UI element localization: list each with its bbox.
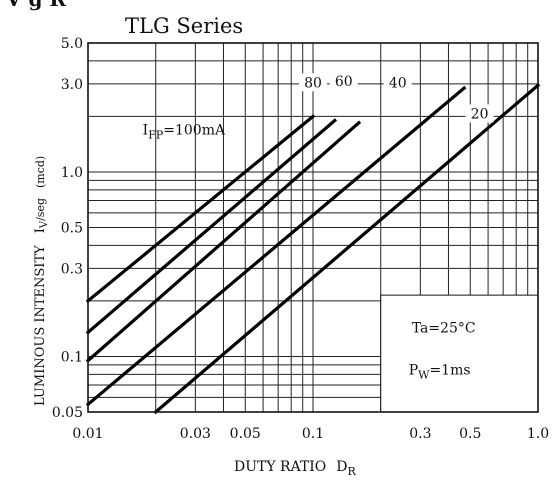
y-tick-label: 3.0 <box>61 77 83 93</box>
ifp-prefix: I <box>143 122 149 138</box>
x-axis-title: DUTY RATIO DR <box>234 459 357 478</box>
x-tick-label: 0.3 <box>409 426 431 442</box>
y-tick-label: 0.1 <box>61 349 83 365</box>
series-label-40: 40 <box>389 75 407 91</box>
y-tick-label: 5.0 <box>61 36 83 52</box>
x-tick-label: 0.1 <box>302 426 324 442</box>
axis-ticks: 0.01 0.03 0.05 0.1 0.3 0.5 1.0 0.05 0.1 0.3 0.5 1.0… <box>52 36 549 442</box>
x-axis-label: DUTY RATIO <box>234 459 326 475</box>
series-label-20: 20 <box>471 106 489 122</box>
condition-pw-subscript: W <box>418 368 430 381</box>
series-labels: 80 60 40 20 <box>299 71 494 123</box>
x-tick-label: 1.0 <box>527 426 549 442</box>
series-label-bg <box>329 71 358 90</box>
x-tick-label: 0.01 <box>72 426 103 442</box>
series-label-80: 80 <box>304 75 322 91</box>
y-tick-label: 0.3 <box>61 261 83 277</box>
y-tick-label: 0.05 <box>52 405 83 421</box>
x-tick-label: 0.03 <box>180 426 211 442</box>
header-fragment: V g R <box>5 0 66 11</box>
y-axis-label: LUMINOUS INTENSITY <box>33 245 48 406</box>
y-axis-title: LUMINOUS INTENSITY IV/seg (mcd) <box>33 156 50 406</box>
ifp-suffix: =100mA <box>163 122 226 138</box>
y-tick-label: 0.5 <box>61 221 83 237</box>
y-tick-label: 1.0 <box>61 165 83 181</box>
series-line-100 <box>85 114 316 304</box>
condition-pw-prefix: P <box>409 362 418 378</box>
plot-border <box>87 42 539 413</box>
y-axis-subscript: V <box>39 220 50 229</box>
condition-pw: PW=1ms <box>409 362 471 381</box>
series-label-bg <box>383 73 412 92</box>
series-lines <box>85 83 541 415</box>
series-label-bg <box>299 73 327 92</box>
condition-ta-prefix: Ta <box>412 320 429 336</box>
x-axis-symbol: D <box>336 459 347 475</box>
condition-ta: Ta=25°C <box>412 320 476 336</box>
y-axis-suffix: /seg <box>34 198 47 221</box>
condition-ta-value: =25°C <box>428 320 475 336</box>
y-axis-unit: (mcd) <box>34 156 47 188</box>
conditions-box <box>380 294 539 413</box>
condition-pw-value: =1ms <box>429 362 470 378</box>
series-label-bg <box>465 104 494 123</box>
ifp-subscript: FP <box>148 128 164 141</box>
series-line-20 <box>153 83 541 415</box>
series-line-40 <box>85 85 467 407</box>
x-axis-subscript: R <box>348 465 357 478</box>
series-label-ifp: IFP=100mA <box>143 122 226 141</box>
series-line-60 <box>85 120 362 363</box>
series-label-60: 60 <box>335 74 353 90</box>
y-axis-symbol: I <box>33 228 48 233</box>
x-tick-label: 0.5 <box>459 426 481 442</box>
x-tick-label: 0.05 <box>230 426 261 442</box>
series-line-80 <box>85 118 338 335</box>
chart-title: TLG Series <box>125 14 243 38</box>
